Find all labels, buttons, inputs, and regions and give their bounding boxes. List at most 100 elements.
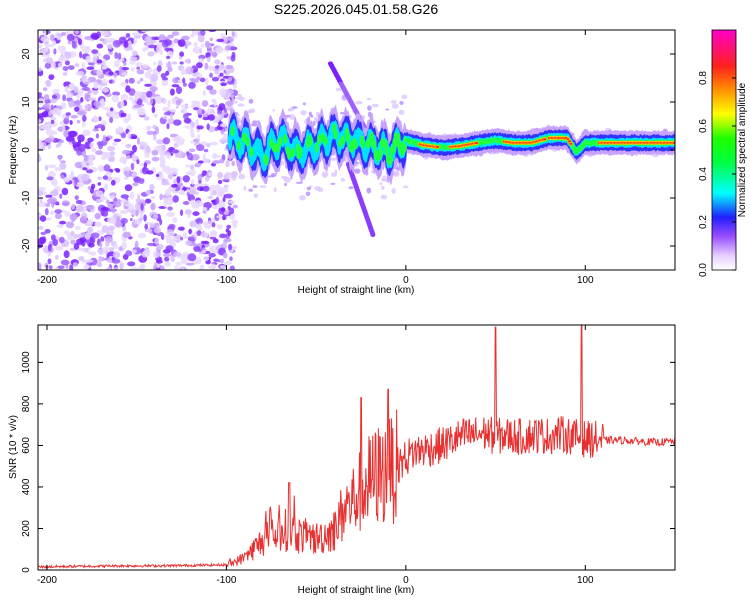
spectrogram-core-blob	[435, 145, 439, 149]
spectrogram-noise-blob	[102, 87, 109, 93]
spectrogram-noise-blob	[66, 33, 75, 42]
spectrogram-noise-blob	[216, 224, 223, 230]
spectrogram-noise-blob	[157, 60, 163, 67]
spectrogram-noise-blob	[140, 30, 150, 33]
spectrogram-noise-blob	[310, 114, 314, 118]
spectrogram-ridge-blob	[264, 155, 269, 166]
spectrogram-noise-blob	[87, 226, 94, 234]
spectrogram-noise-blob	[120, 209, 126, 214]
spectrogram-noise-blob	[90, 32, 100, 40]
spectrogram-noise-blob	[87, 251, 92, 255]
spectrogram-noise-blob	[391, 187, 396, 194]
spectrogram-noise-blob	[72, 262, 78, 267]
spectrogram-noise-blob	[217, 259, 221, 263]
spectrogram-noise-blob	[38, 44, 43, 49]
spectrogram-noise-blob	[45, 194, 53, 198]
spectrogram-noise-blob	[38, 201, 47, 208]
spectrogram-noise-blob	[348, 186, 354, 190]
spectrogram-noise-blob	[96, 43, 104, 49]
spectrogram-noise-blob	[70, 170, 74, 177]
spectrogram-xlabel: Height of straight line (km)	[298, 285, 415, 296]
spectrogram-ytick-label: 20	[21, 48, 32, 60]
spectrogram-noise-blob	[64, 60, 70, 66]
spectrogram-noise-blob	[380, 194, 387, 200]
spectrogram-noise-blob	[100, 30, 109, 37]
spectrogram-noise-blob	[153, 113, 159, 118]
spectrogram-noise-blob	[188, 228, 192, 235]
snr-ylabel: SNR (10 * v/v)	[8, 415, 19, 479]
spectrogram-noise-blob	[48, 265, 53, 270]
spectrogram-noise-blob	[38, 97, 46, 105]
spectrogram-noise-blob	[219, 258, 225, 264]
spectrogram-noise-blob	[169, 113, 174, 118]
spectrogram-noise-blob	[99, 85, 103, 92]
spectrogram-noise-blob	[75, 181, 85, 188]
spectrogram-noise-blob	[99, 98, 105, 106]
spectrogram-noise-blob	[43, 30, 48, 37]
spectrogram-noise-blob	[163, 199, 168, 208]
spectrogram-noise-blob	[148, 39, 157, 44]
spectrogram-noise-blob	[220, 82, 227, 87]
snr-ytick-label: 800	[21, 395, 32, 412]
spectrogram-noise-blob	[167, 173, 174, 180]
spectrogram-noise-blob	[223, 173, 230, 180]
spectrogram-noise-blob	[46, 57, 53, 64]
spectrogram-noise-blob	[67, 65, 75, 70]
spectrogram-noise-blob	[54, 209, 62, 214]
spectrogram-noise-blob	[153, 36, 160, 41]
spectrogram-noise-blob	[172, 195, 179, 203]
spectrogram-noise-blob	[146, 130, 155, 135]
spectrogram-ridge-blob	[314, 143, 319, 153]
spectrogram-noise-blob	[92, 128, 100, 132]
spectrogram-ridge-blob	[353, 139, 358, 150]
spectrogram-noise-blob	[45, 202, 51, 208]
spectrogram-noise-blob	[51, 94, 58, 100]
spectrogram-noise-blob	[44, 229, 51, 234]
spectrogram-noise-blob	[119, 199, 128, 203]
spectrogram-noise-blob	[59, 220, 67, 225]
spectrogram-noise-blob	[152, 81, 157, 86]
spectrogram-noise-blob	[55, 144, 60, 148]
spectrogram-noise-blob	[233, 84, 237, 89]
spectrogram-noise-blob	[97, 248, 106, 255]
spectrogram-noise-blob	[132, 249, 137, 254]
spectrogram-ridge-blob	[283, 134, 288, 144]
spectrogram-noise-blob	[62, 125, 66, 132]
spectrogram-noise-blob	[141, 94, 146, 102]
spectrogram-noise-blob	[403, 185, 409, 189]
spectrogram-noise-blob	[103, 183, 109, 191]
spectrogram-noise-blob	[180, 267, 185, 270]
spectrogram-ridge-blob	[402, 143, 407, 153]
spectrogram-noise-blob	[181, 257, 189, 265]
spectrogram-noise-blob	[138, 264, 144, 270]
spectrogram-noise-blob	[219, 64, 226, 72]
spectrogram-noise-blob	[117, 52, 122, 60]
spectrogram-noise-blob	[209, 37, 213, 42]
spectrogram-ridge-blob	[333, 129, 338, 139]
spectrogram-noise-blob	[38, 67, 43, 72]
spectrogram-noise-blob	[202, 90, 207, 96]
spectrogram-noise-blob	[120, 100, 125, 108]
spectrogram-noise-blob	[39, 236, 46, 245]
spectrogram-noise-blob	[107, 203, 114, 209]
spectrogram-noise-blob	[85, 55, 92, 63]
spectrogram-noise-blob	[217, 172, 224, 179]
snr-xtick-label: 0	[403, 575, 409, 586]
spectrogram-noise-blob	[169, 88, 175, 96]
spectrogram-noise-blob	[184, 209, 192, 215]
spectrogram-noise-blob	[44, 62, 52, 69]
spectrogram-noise-blob	[225, 127, 229, 132]
spectrogram-noise-blob	[91, 49, 99, 54]
spectrogram-noise-blob	[219, 72, 224, 77]
spectrogram-noise-blob	[207, 220, 213, 224]
spectrogram-noise-blob	[366, 97, 372, 101]
spectrogram-noise-blob	[229, 256, 233, 262]
spectrogram-noise-blob	[211, 230, 217, 238]
spectrogram-ridge-blob	[317, 134, 322, 145]
spectrogram-noise-blob	[238, 173, 246, 180]
spectrogram-noise-blob	[103, 107, 110, 111]
spectrogram-noise-blob	[66, 92, 74, 98]
spectrogram-noise-blob	[94, 212, 101, 220]
spectrogram-noise-blob	[207, 114, 215, 121]
spectrogram-noise-blob	[76, 120, 81, 124]
